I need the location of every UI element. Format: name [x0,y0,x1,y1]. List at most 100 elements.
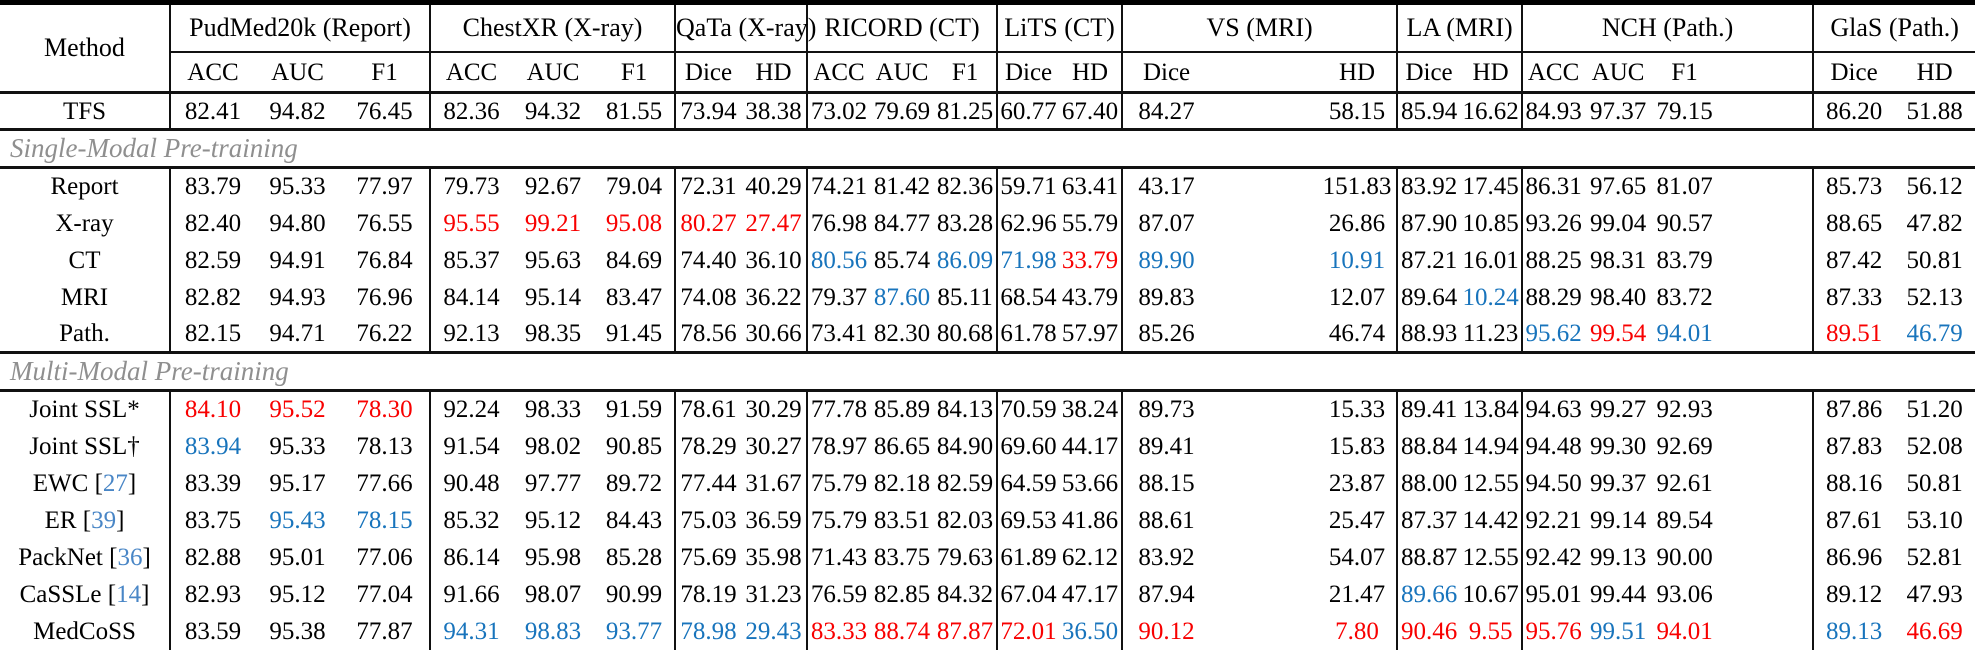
metric-value: 46.79 [1906,319,1963,347]
group-header-la-mri: LA (MRI) [1396,5,1523,53]
subcol-header-pudmed20k-report-acc: ACC [169,52,255,94]
metric-value: 97.37 [1589,97,1647,125]
metric-value: 90.99 [605,580,663,608]
metric-value: 30.66 [745,319,802,347]
subcol-header-ricord-ct-f1: F1 [934,52,998,94]
method-name: TFS [62,97,107,125]
metric-value: 94.01 [1656,319,1713,347]
metric-value: 94.32 [524,97,582,125]
metric-value: 9.55 [1468,617,1513,645]
metric-value: 79.73 [429,167,513,205]
metric-value: 80.56 [806,241,871,279]
metric-value: 67.04 [996,575,1060,613]
metric-value: 79.37 [806,278,871,316]
group-header-nch-path: NCH (Path.) [1521,5,1814,53]
metric-value: 82.59 [169,241,255,279]
subcol-header-ricord-ct-auc: AUC [870,52,935,94]
metric-value: 58.15 [1328,97,1386,125]
metric-value: 81.25 [936,97,994,125]
metric-value: 80.27 [674,204,742,242]
metric-value: 83.59 [169,612,255,650]
metric-value: 46.74 [1328,319,1386,347]
table-top-rule [0,0,1975,5]
group-header-lits-ct: LiTS (CT) [996,5,1123,53]
metric-value: 56.12 [1906,173,1963,201]
metric-value: 93.06 [1656,580,1713,608]
metric-value: 30.29 [745,396,802,424]
metric-value: 29.43 [745,617,802,645]
metric-value: 46.69 [1906,617,1963,645]
metric-value: 87.42 [1812,241,1895,279]
metric-value: 67.40 [1061,97,1119,125]
metric-value: 95.43 [269,506,326,534]
method-label: CaSSLe [14] [0,576,170,613]
metric-value: 51.20 [1906,396,1963,424]
metric-value: 89.54 [1656,506,1713,534]
metric-value: 84.69 [605,246,663,274]
metric-value: 98.33 [524,396,582,424]
metric-value: 84.32 [936,580,994,608]
subcol-header-qata-x-ray-hd: HD [741,52,808,94]
metric-value: 99.51 [1589,617,1647,645]
metric-value: 88.74 [873,617,931,645]
metric-value: 47.82 [1906,209,1963,237]
metric-value: 95.33 [269,173,326,201]
metric-value: 89.13 [1812,612,1895,650]
metric-value: 14.94 [1462,432,1519,460]
group-header-vs-mri: VS (MRI) [1121,5,1398,53]
metric-value: 74.08 [674,278,742,316]
results-table: Method PudMed20k (Report) ChestXR (X-ray) Q… [0,5,1975,650]
citation-number: 39 [91,506,117,534]
metric-value: 97.65 [1589,173,1647,201]
metric-value: 40.29 [745,173,802,201]
metric-value: 81.42 [873,173,931,201]
metric-value: 38.38 [745,97,802,125]
metric-value: 47.17 [1061,580,1119,608]
metric-value: 73.41 [806,315,871,353]
metric-value: 97.77 [524,469,582,497]
metric-value: 62.12 [1061,543,1119,571]
metric-value: 95.33 [269,432,326,460]
metric-value: 36.22 [745,283,802,311]
metric-value: 76.45 [356,97,413,125]
group-header-qata-x-ray: QaTa (X-ray) [674,5,816,53]
metric-value: 33.79 [1061,246,1119,274]
metric-value: 91.54 [429,427,513,465]
metric-value: 78.61 [674,390,742,428]
metric-value: 87.83 [1812,427,1895,465]
subcol-header-ricord-ct-acc: ACC [806,52,871,94]
subcol-header-nch-path-auc: AUC [1584,52,1653,94]
metric-value: 76.55 [356,209,413,237]
metric-value: 87.37 [1396,501,1461,539]
metric-value: 83.79 [169,167,255,205]
citation-number: 14 [116,580,142,608]
metric-value: 68.54 [996,278,1060,316]
metric-value: 82.85 [873,580,931,608]
metric-value: 79.63 [936,543,994,571]
metric-value: 89.51 [1812,315,1895,353]
metric-value: 87.87 [936,617,994,645]
metric-value: 78.98 [674,612,742,650]
metric-value: 88.84 [1396,427,1461,465]
metric-value: 77.44 [674,464,742,502]
group-header-ricord-ct: RICORD (CT) [806,5,998,53]
metric-value: 30.27 [745,432,802,460]
metric-value: 94.82 [269,97,326,125]
metric-value: 12.55 [1462,469,1519,497]
metric-value: 95.12 [524,506,582,534]
metric-value: 85.28 [605,543,663,571]
method-name: Report [50,173,119,201]
subcol-header-vs-mri-dice: Dice [1121,52,1211,94]
metric-value: 53.66 [1061,469,1119,497]
method-name: Path. [59,319,110,347]
metric-value: 83.39 [169,464,255,502]
cite-bracket-close: ] [141,580,150,608]
metric-value: 55.79 [1061,209,1119,237]
metric-value: 83.33 [806,612,871,650]
metric-value: 84.43 [605,506,663,534]
metric-value: 98.07 [524,580,582,608]
metric-value: 83.72 [1656,283,1713,311]
metric-value: 13.84 [1462,396,1519,424]
metric-value: 77.78 [806,390,871,428]
